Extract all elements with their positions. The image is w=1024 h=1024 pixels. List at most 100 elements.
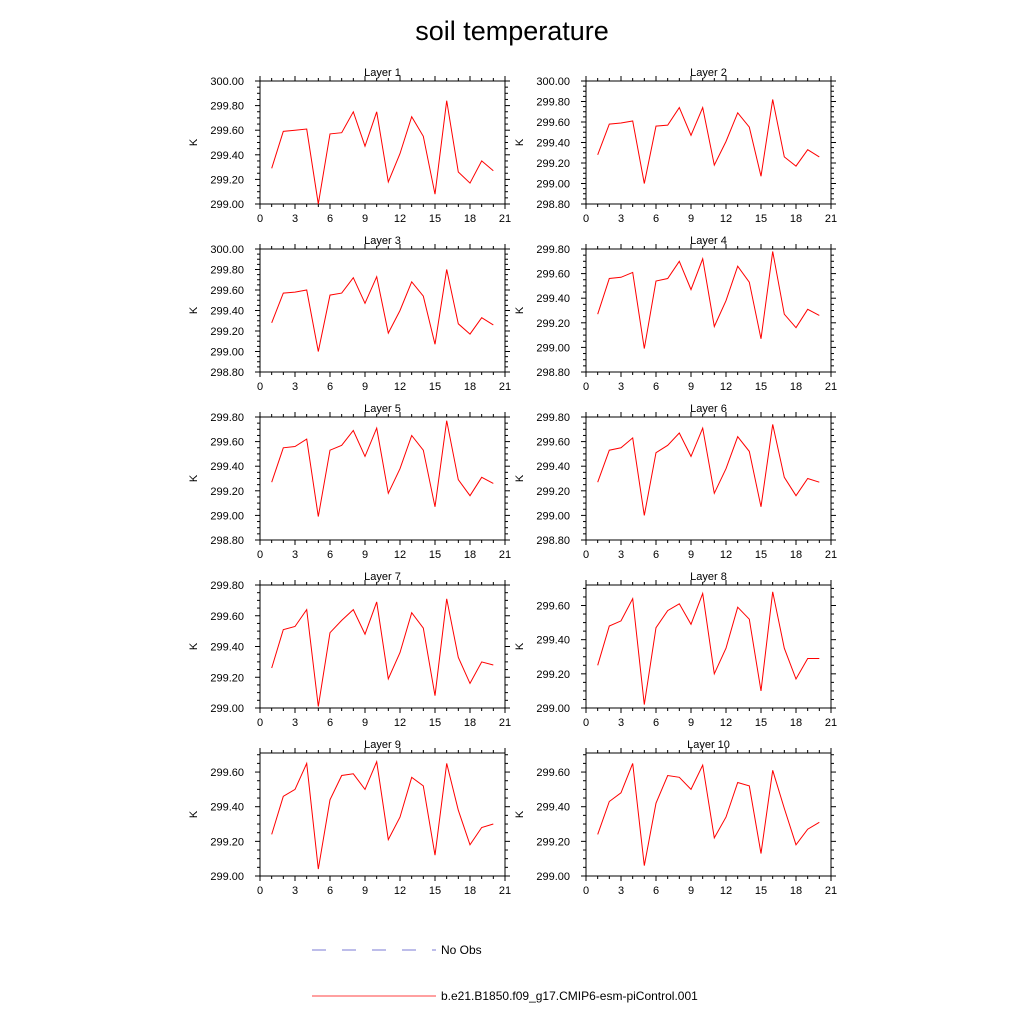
x-tick-label: 21: [499, 885, 511, 897]
y-tick-label: 299.80: [536, 97, 570, 109]
x-tick-label: 6: [653, 717, 659, 729]
panel-title: Layer 10: [687, 739, 730, 751]
x-tick-label: 0: [583, 549, 589, 561]
x-tick-label: 9: [688, 549, 694, 561]
x-tick-label: 18: [464, 549, 476, 561]
x-tick-label: 6: [327, 549, 333, 561]
x-tick-label: 21: [499, 381, 511, 393]
x-tick-label: 15: [755, 213, 767, 225]
y-tick-label: 300.00: [210, 244, 244, 256]
panel-layer-9: Layer 9 0 3 6 9 12 15 18 21 299.00 299.20 299.40 299…: [188, 739, 511, 897]
x-tick-label: 9: [362, 381, 368, 393]
y-axis-label: K: [514, 138, 526, 146]
y-tick-label: 299.60: [536, 437, 570, 449]
panels-grid: Layer 10 3 6 9 12 15 18 21299.00299.20299.40299…: [188, 67, 837, 897]
x-tick-label: 21: [499, 213, 511, 225]
y-tick-label: 299.00: [210, 871, 244, 883]
series-line-model: [597, 424, 820, 516]
x-tick-label: 3: [292, 549, 298, 561]
x-tick-label: 12: [394, 717, 406, 729]
x-tick-label: 15: [755, 717, 767, 729]
x-tick-label: 12: [394, 213, 406, 225]
y-tick-label: 299.20: [536, 158, 570, 170]
plot-frame: [259, 248, 506, 373]
y-tick-label: 299.40: [536, 461, 570, 473]
x-tick-label: 3: [618, 213, 624, 225]
panel-title: Layer 1: [364, 67, 401, 79]
plot-frame: [585, 584, 832, 709]
series-line-model: [271, 269, 494, 352]
x-tick-label: 6: [327, 213, 333, 225]
legend-label-model: b.e21.B1850.f09_g17.CMIP6-esm-piControl.…: [441, 989, 698, 1003]
x-tick-label: 21: [825, 717, 837, 729]
x-tick-label: 18: [464, 213, 476, 225]
panel-layer-2: Layer 2 0 3 6 9 12 15 18 21 298.80 299.00 299.20 299…: [514, 67, 837, 225]
y-tick-label: 299.20: [210, 174, 244, 186]
y-tick-label: 298.80: [536, 367, 570, 379]
panel-title: Layer 8: [690, 571, 727, 583]
x-tick-label: 3: [618, 885, 624, 897]
x-tick-label: 9: [688, 717, 694, 729]
x-tick-label: 15: [429, 717, 441, 729]
panel-layer-1: Layer 1 0 3 6 9 12 15 18 21 299.00 299.20 299.40 299…: [188, 67, 511, 225]
x-tick-label: 12: [394, 381, 406, 393]
figure-title: soil temperature: [415, 16, 609, 46]
y-tick-label: 299.40: [536, 293, 570, 305]
plot-frame: [259, 752, 506, 877]
x-tick-label: 12: [720, 549, 732, 561]
plot-frame: [585, 752, 832, 877]
x-tick-label: 12: [394, 549, 406, 561]
y-tick-label: 300.00: [536, 76, 570, 88]
y-tick-label: 299.60: [210, 125, 244, 137]
y-tick-label: 298.80: [210, 535, 244, 547]
y-axis-label: K: [514, 810, 526, 818]
y-tick-label: 299.60: [210, 285, 244, 297]
y-tick-label: 299.80: [210, 101, 244, 113]
series-line-model: [271, 100, 494, 205]
x-tick-label: 0: [583, 885, 589, 897]
panel-title: Layer 3: [364, 235, 401, 247]
y-axis-label: K: [188, 306, 200, 314]
y-tick-label: 298.80: [536, 535, 570, 547]
x-tick-label: 15: [429, 885, 441, 897]
y-tick-label: 299.20: [536, 669, 570, 681]
x-tick-label: 3: [618, 549, 624, 561]
x-tick-label: 3: [618, 381, 624, 393]
y-tick-label: 299.80: [536, 244, 570, 256]
x-tick-label: 18: [464, 885, 476, 897]
legend: No Obs b.e21.B1850.f09_g17.CMIP6-esm-piC…: [312, 943, 698, 1003]
x-tick-label: 9: [362, 717, 368, 729]
panel-layer-8: Layer 8 0 3 6 9 12 15 18 21 299.00 299.20 299.40 299…: [514, 571, 837, 729]
y-axis-label: K: [188, 642, 200, 650]
y-tick-label: 299.20: [210, 486, 244, 498]
y-tick-label: 300.00: [210, 76, 244, 88]
x-tick-label: 0: [257, 549, 263, 561]
y-tick-label: 299.60: [210, 767, 244, 779]
x-tick-label: 3: [292, 885, 298, 897]
plot-frame: [259, 80, 506, 205]
y-tick-label: 299.20: [210, 672, 244, 684]
x-tick-label: 12: [720, 885, 732, 897]
y-tick-label: 299.00: [536, 871, 570, 883]
panel-title: Layer 6: [690, 403, 727, 415]
y-tick-label: 299.60: [536, 767, 570, 779]
x-tick-label: 0: [257, 885, 263, 897]
y-tick-label: 299.60: [536, 117, 570, 129]
x-tick-label: 18: [790, 381, 802, 393]
x-tick-label: 18: [790, 717, 802, 729]
x-tick-label: 15: [429, 213, 441, 225]
x-tick-label: 15: [429, 549, 441, 561]
series-line-model: [597, 763, 820, 866]
plot-frame: [585, 80, 832, 205]
x-tick-label: 9: [688, 381, 694, 393]
x-tick-label: 0: [257, 213, 263, 225]
y-axis-label: K: [514, 306, 526, 314]
y-tick-label: 299.00: [210, 199, 244, 211]
panel-title: Layer 5: [364, 403, 401, 415]
series-line-model: [597, 251, 820, 349]
x-tick-label: 21: [825, 885, 837, 897]
x-tick-label: 21: [499, 717, 511, 729]
x-tick-label: 21: [499, 549, 511, 561]
x-tick-label: 12: [394, 885, 406, 897]
